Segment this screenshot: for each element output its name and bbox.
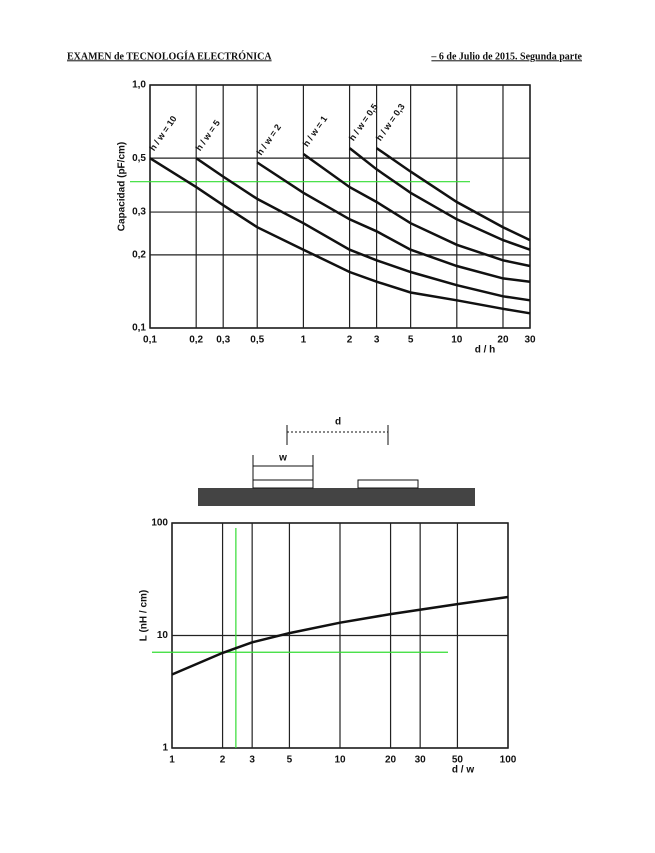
header-left: EXAMEN de TECNOLOGÍA ELECTRÓNICA: [67, 50, 272, 62]
x-tick-label: 20: [497, 335, 509, 346]
x-tick-label: 10: [334, 755, 346, 766]
curve: [171, 595, 509, 676]
x-tick-label: 50: [452, 755, 464, 766]
header-right: – 6 de Julio de 2015. Segunda parte: [430, 51, 582, 62]
plot-frame: [149, 84, 531, 329]
series-label: h / w = 2: [255, 122, 283, 157]
y-axis-label: L (nH / cm): [139, 590, 150, 641]
curve: [302, 152, 531, 268]
series-label: h / w = 10: [147, 114, 178, 153]
w-label: w: [278, 453, 287, 464]
x-tick-label: 5: [408, 335, 414, 346]
x-tick-label: 100: [500, 755, 517, 766]
y-tick-label: 10: [157, 630, 169, 641]
x-tick-label: 30: [415, 755, 427, 766]
x-tick-label: 30: [524, 335, 536, 346]
substrate: [198, 488, 475, 506]
x-tick-label: 2: [220, 755, 226, 766]
x-tick-label: 1: [169, 755, 175, 766]
x-tick-label: 0,1: [143, 335, 157, 346]
strip-diagram: d w: [198, 417, 475, 506]
y-axis-label: Capacidad (pF/cm): [117, 142, 128, 231]
x-tick-label: 0,5: [250, 335, 264, 346]
y-tick-label: 1: [162, 743, 168, 754]
curve: [149, 157, 531, 315]
x-tick-label: 20: [385, 755, 397, 766]
curve: [195, 157, 531, 302]
x-axis-label: d / w: [452, 765, 474, 776]
y-tick-label: 0,5: [132, 153, 146, 164]
y-tick-label: 1,0: [132, 80, 146, 91]
x-tick-label: 0,3: [216, 335, 230, 346]
series-label: h / w = 1: [301, 114, 329, 149]
x-tick-label: 5: [287, 755, 293, 766]
curve: [375, 147, 531, 242]
d-label: d: [335, 417, 341, 428]
x-tick-label: 3: [249, 755, 255, 766]
strip: [357, 479, 419, 489]
y-tick-label: 100: [151, 518, 168, 529]
strip: [252, 479, 314, 489]
series-label: h / w = 5: [194, 118, 222, 153]
curve: [348, 147, 531, 251]
x-tick-label: 3: [374, 335, 380, 346]
curve: [256, 161, 531, 283]
y-tick-label: 0,2: [132, 249, 146, 260]
y-tick-label: 0,1: [132, 323, 146, 334]
y-tick-label: 0,3: [132, 207, 146, 218]
x-tick-label: 0,2: [189, 335, 203, 346]
x-axis-label: d / h: [475, 345, 496, 356]
x-tick-label: 2: [347, 335, 353, 346]
x-tick-label: 1: [301, 335, 307, 346]
x-tick-label: 10: [451, 335, 463, 346]
